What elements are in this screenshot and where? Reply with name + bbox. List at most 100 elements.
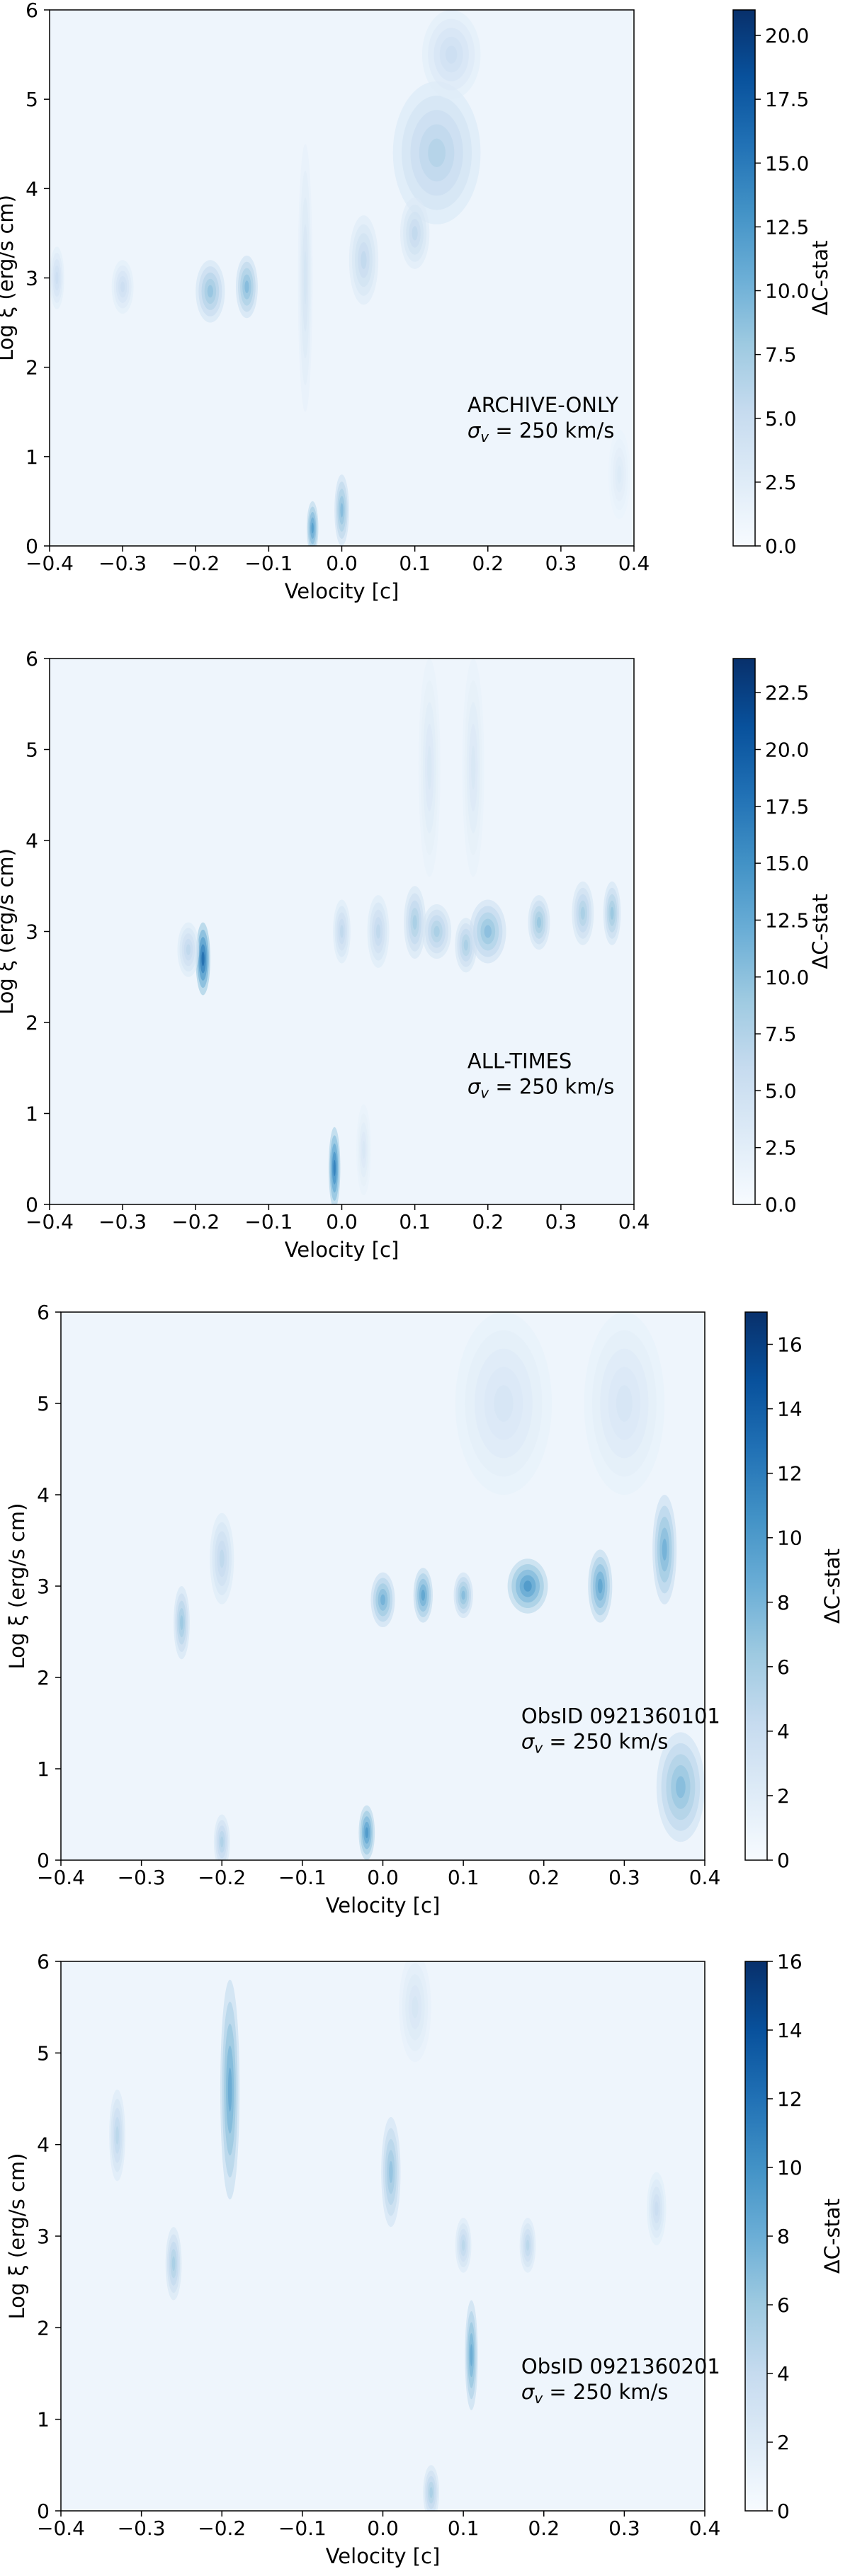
heatmap-feature — [584, 1312, 665, 1495]
y-tick-label: 2 — [26, 356, 38, 380]
panel-1: −0.4 −0.3 −0.2 −0.1 0.0 0.1 0.2 0.3 0.4 0 1 2 3 4 5 6 Ve… — [0, 0, 832, 603]
y-tick-label: 2 — [37, 1666, 50, 1689]
y-tick-label: 3 — [37, 1575, 50, 1598]
sigma-symbol: σ — [521, 2380, 536, 2404]
x-tick-label: 0.3 — [545, 552, 577, 575]
heatmap-feature — [392, 81, 481, 224]
heatmap-cell — [470, 2344, 473, 2366]
x-tick-label: −0.2 — [171, 1210, 220, 1233]
heatmap-cell — [676, 1776, 686, 1799]
colorbar-tick-label: 17.5 — [765, 88, 809, 111]
y-tick-label: 4 — [26, 177, 38, 200]
heatmap-background — [50, 10, 634, 546]
colorbar-tick-label: 2 — [777, 1784, 790, 1808]
heatmap-feature — [298, 144, 313, 412]
heatmap-feature — [358, 1805, 375, 1860]
heatmap-cell — [375, 924, 381, 939]
colorbar-tick-label: 5.0 — [765, 1079, 797, 1102]
y-axis-label: Log ξ (erg/s cm) — [0, 848, 18, 1015]
annotation-label: ObsID 0921360201 — [521, 2354, 720, 2378]
heatmap-features — [109, 1961, 667, 2511]
colorbar-tick-label: 6 — [777, 1655, 790, 1679]
x-axis-label: Velocity [c] — [326, 1893, 441, 1917]
heatmap-cell — [171, 2256, 176, 2272]
panel-3: −0.4 −0.3 −0.2 −0.1 0.0 0.1 0.2 0.3 0.40123456Ve… — [5, 1301, 844, 1917]
sigma-symbol: σ — [468, 1074, 482, 1098]
heatmap-cell — [227, 2068, 232, 2112]
heatmap-feature — [307, 501, 319, 546]
heatmap-cell — [536, 916, 542, 928]
colorbar: 0 2 4 6 8 10 12 14 16 ΔC-stat — [744, 1311, 844, 1872]
annotation-label: ARCHIVE-ONLY — [468, 393, 618, 417]
colorbar-tick-label: 0 — [777, 2500, 790, 2523]
x-tick-label: −0.2 — [198, 2517, 246, 2540]
heatmap-feature — [381, 2116, 401, 2228]
heatmap-feature — [174, 1586, 190, 1660]
colorbar-tick-label: 0.0 — [765, 535, 797, 558]
heatmap-cell — [207, 285, 213, 298]
heatmap-feature — [334, 474, 349, 546]
y-tick-label: 6 — [26, 647, 38, 671]
heatmap-feature — [111, 260, 134, 314]
heatmap-cell — [115, 2126, 119, 2145]
x-tick-label: −0.1 — [244, 552, 293, 575]
heatmap-feature — [421, 10, 481, 100]
heatmap-cell — [463, 940, 468, 951]
y-tick-label: 4 — [26, 829, 38, 853]
y-tick-label: 0 — [26, 1193, 38, 1216]
x-tick-label: 0.3 — [608, 1866, 640, 1889]
annotation-sigma: σv = 250 km/s — [468, 418, 614, 445]
y-tick-label: 1 — [26, 1102, 38, 1126]
sigma-value: = 250 km/s — [543, 1730, 668, 1754]
heatmap-feature — [656, 1732, 705, 1842]
heatmap-feature — [453, 1572, 473, 1619]
heatmap-feature — [652, 1495, 677, 1605]
sigma-symbol: σ — [521, 1730, 536, 1754]
heatmap-cell — [597, 1578, 603, 1594]
heatmap-features — [174, 1312, 705, 1860]
y-tick-label: 0 — [37, 1849, 50, 1872]
colorbar: 0.0 2.5 5.0 7.5 10.0 12.5 15.0 17.5 20.0 ΔC-stat — [732, 9, 832, 558]
y-axis-label: Log ξ (erg/s cm) — [0, 195, 18, 361]
colorbar-tick-label: 12.5 — [765, 215, 809, 239]
colorbar-gradient — [744, 1311, 768, 1861]
heatmap-cell — [362, 1141, 366, 1159]
panel-2: −0.4 −0.3 −0.2 −0.1 0.0 0.1 0.2 0.3 0.4 0 1 2 3 4 5 6 Ve… — [0, 647, 832, 1262]
x-tick-label: 0.4 — [689, 2517, 721, 2540]
x-axis-label: Velocity [c] — [285, 579, 400, 603]
heatmap-cell — [610, 906, 614, 920]
y-tick-label: 2 — [26, 1011, 38, 1035]
x-tick-label: 0.1 — [399, 552, 431, 575]
colorbar-tick-label: 6 — [777, 2293, 790, 2317]
heatmap-feature — [196, 260, 225, 323]
heatmap-cell — [616, 1385, 633, 1422]
heatmap-feature — [196, 922, 210, 996]
heatmap-cell — [461, 2240, 465, 2251]
heatmap-cell — [220, 1836, 224, 1847]
colorbar-label: ΔC-stat — [820, 1549, 844, 1624]
heatmap-cell — [662, 1538, 667, 1561]
colorbar-tick-label: 2.5 — [765, 471, 797, 494]
heatmap-feature — [177, 922, 200, 977]
x-axis-label: Velocity [c] — [285, 1238, 400, 1262]
colorbar-tick-label: 0.0 — [765, 1193, 797, 1216]
heatmap-feature — [469, 899, 506, 964]
heatmap-cell — [461, 1590, 465, 1600]
heatmap-feature — [519, 2218, 536, 2273]
panel-4: −0.4 −0.3 −0.2 −0.1 0.0 0.1 0.2 0.3 0.40123456Ve… — [5, 1950, 844, 2568]
y-tick-label: 6 — [37, 1301, 50, 1324]
heatmap-cell — [494, 1385, 514, 1422]
heatmap-feature — [423, 2465, 440, 2511]
heatmap-features — [50, 10, 630, 546]
annotation-sigma: σv = 250 km/s — [521, 2380, 668, 2407]
colorbar-label: ΔC-stat — [820, 2199, 844, 2274]
x-tick-label: 0.2 — [472, 1210, 504, 1233]
colorbar-tick-label: 7.5 — [765, 1022, 797, 1046]
heatmap-feature — [507, 1558, 548, 1614]
x-tick-label: 0.1 — [399, 1210, 431, 1233]
colorbar-tick-label: 16 — [777, 1333, 803, 1357]
colorbar-tick-label: 4 — [777, 1720, 790, 1743]
heatmap-cell — [120, 281, 125, 292]
x-tick-label: −0.3 — [118, 1866, 166, 1889]
colorbar-gradient — [732, 9, 756, 547]
